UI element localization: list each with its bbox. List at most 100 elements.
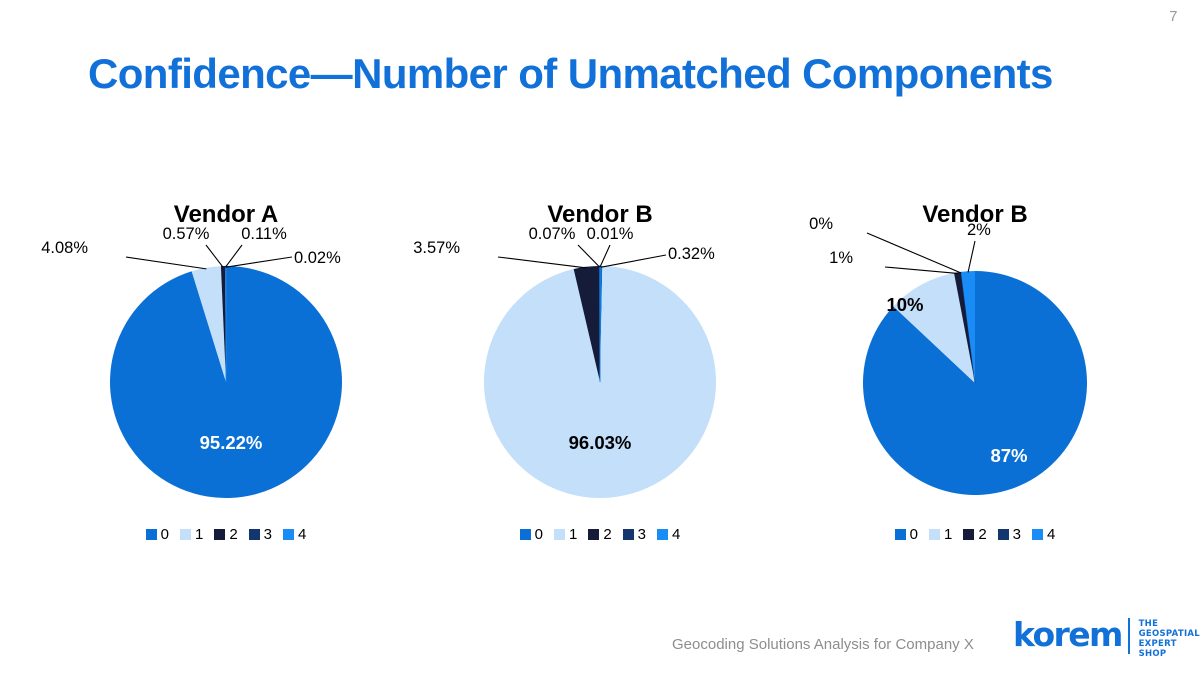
legend-item-0[interactable]: 0 — [519, 526, 543, 543]
legend-item-2[interactable]: 2 — [963, 526, 987, 543]
pie-callout-label-3: 0.07% — [529, 225, 576, 243]
pie-plot-area: 4.08% 0.57% 0.11% 0.02% 95.22% — [36, 195, 416, 525]
logo-wordmark: korem — [1013, 615, 1123, 654]
callout-leader-line — [599, 244, 611, 268]
legend-label: 0 — [160, 526, 169, 543]
pie-callout-label-2: 3.57% — [413, 239, 460, 257]
callout-leader-line — [577, 244, 601, 268]
legend-item-1[interactable]: 1 — [179, 526, 204, 543]
footer-note: Geocoding Solutions Analysis for Company… — [672, 636, 974, 653]
callout-leader-line — [497, 256, 587, 269]
pie-value-label-0: 95.22% — [200, 432, 263, 453]
legend-label: 3 — [1012, 526, 1022, 543]
logo-tag-line-2: GEOSPATIAL — [1138, 629, 1200, 639]
logo-tag-line-3: EXPERT SHOP — [1138, 639, 1177, 659]
pie-callout-label-4: 0.02% — [294, 249, 341, 267]
chart-legend: 0 1 2 3 4 — [36, 527, 416, 542]
pie-chart-vendor-b-1: Vendor B 3.57% 0.07% 0.01% 0.32% 96.03% 0 1 2 3… — [410, 195, 790, 575]
legend-swatch-icon — [588, 529, 600, 540]
legend-label: 4 — [672, 526, 681, 543]
callout-leader-line — [866, 232, 962, 274]
legend-item-2[interactable]: 2 — [214, 526, 238, 543]
charts-container: Vendor A 4.08% 0.57% 0.11% 0.02% 95.22% 0 1 2 3… — [0, 195, 1200, 575]
legend-label: 2 — [978, 526, 987, 543]
page-number: 7 — [1169, 8, 1178, 25]
pie-value-label-1: 96.03% — [569, 432, 632, 453]
legend-label: 1 — [194, 526, 204, 543]
pie-chart-vendor-b-2: Vendor B 0% 1% 2% 87% 10% 0 1 2 3 4 — [785, 195, 1165, 575]
legend-item-0[interactable]: 0 — [894, 526, 918, 543]
legend-label: 3 — [637, 526, 647, 543]
page-title: Confidence—Number of Unmatched Component… — [88, 50, 1053, 97]
pie-callout-label-2: 0.57% — [163, 225, 210, 243]
pie-callout-label-0: 0.32% — [668, 245, 715, 263]
pie-slice-0[interactable] — [600, 266, 603, 382]
pie-slice-2[interactable] — [220, 266, 226, 382]
logo-divider — [1127, 618, 1130, 654]
pie-value-label-0: 87% — [990, 445, 1027, 466]
legend-swatch-icon — [657, 529, 669, 540]
callout-leader-line — [205, 244, 224, 268]
pie-svg: 4.08% 0.57% 0.11% 0.02% 95.22% — [41, 225, 342, 498]
callout-leader-line — [884, 266, 958, 275]
legend-swatch-icon — [214, 529, 226, 540]
pie-slice-2[interactable] — [954, 271, 975, 383]
legend-label: 1 — [568, 526, 578, 543]
chart-legend: 0 1 2 3 4 — [785, 527, 1165, 542]
pie-callout-label-3: 0% — [809, 215, 833, 233]
legend-item-4[interactable]: 4 — [657, 527, 680, 542]
pie-slice-2[interactable] — [573, 266, 600, 382]
legend-swatch-icon — [519, 529, 531, 540]
pie-slice-1[interactable] — [893, 272, 975, 383]
legend-item-2[interactable]: 2 — [588, 526, 612, 543]
legend-swatch-icon — [145, 529, 157, 540]
legend-swatch-icon — [248, 529, 260, 540]
legend-label: 3 — [263, 526, 273, 543]
legend-label: 0 — [909, 526, 918, 543]
legend-label: 0 — [534, 526, 543, 543]
legend-item-3[interactable]: 3 — [997, 526, 1022, 543]
pie-slice-1[interactable] — [484, 266, 716, 498]
legend-label: 4 — [298, 526, 307, 543]
callout-leader-line — [967, 240, 976, 273]
callout-leader-line — [225, 256, 293, 268]
legend-item-4[interactable]: 4 — [283, 527, 306, 542]
legend-item-1[interactable]: 1 — [553, 526, 578, 543]
legend-label: 4 — [1047, 526, 1056, 543]
chart-legend: 0 1 2 3 4 — [410, 527, 790, 542]
pie-svg: 0% 1% 2% 87% 10% — [809, 215, 1087, 495]
pie-callout-label-3: 0.11% — [241, 225, 287, 243]
chart-title: Vendor B — [547, 201, 653, 228]
logo-tagline: THE GEOSPATIAL EXPERT SHOP — [1139, 618, 1200, 659]
chart-title: Vendor A — [173, 201, 279, 228]
legend-item-1[interactable]: 1 — [928, 527, 952, 542]
legend-item-3[interactable]: 3 — [622, 526, 647, 543]
pie-svg: 3.57% 0.07% 0.01% 0.32% 96.03% — [413, 225, 716, 498]
pie-callout-label-2: 1% — [829, 249, 853, 267]
legend-item-0[interactable]: 0 — [145, 526, 169, 543]
pie-plot-area: 3.57% 0.07% 0.01% 0.32% 96.03% — [410, 195, 790, 525]
pie-slice-1[interactable] — [191, 266, 226, 382]
legend-swatch-icon — [553, 529, 565, 540]
legend-item-3[interactable]: 3 — [248, 526, 273, 543]
legend-swatch-icon — [1032, 529, 1044, 540]
pie-chart-vendor-a: Vendor A 4.08% 0.57% 0.11% 0.02% 95.22% 0 1 2 3… — [36, 195, 416, 575]
logo-tag-line-1: THE — [1138, 619, 1159, 629]
pie-plot-area: 0% 1% 2% 87% 10% — [785, 195, 1165, 525]
callout-leader-line — [601, 254, 667, 268]
legend-swatch-icon — [928, 529, 940, 540]
callout-leader-line — [125, 256, 207, 270]
pie-callout-label-1: 4.08% — [41, 239, 88, 257]
pie-value-label-1: 10% — [886, 294, 923, 315]
korem-logo: korem THE GEOSPATIAL EXPERT SHOP — [1013, 618, 1200, 660]
legend-swatch-icon — [283, 529, 295, 540]
legend-item-4[interactable]: 4 — [1032, 527, 1055, 542]
legend-swatch-icon — [894, 529, 906, 540]
legend-swatch-icon — [179, 529, 191, 540]
callout-leader-line — [225, 244, 243, 268]
pie-slice-4[interactable] — [960, 271, 975, 383]
legend-swatch-icon — [622, 529, 634, 540]
legend-label: 2 — [229, 526, 238, 543]
legend-label: 2 — [603, 526, 612, 543]
